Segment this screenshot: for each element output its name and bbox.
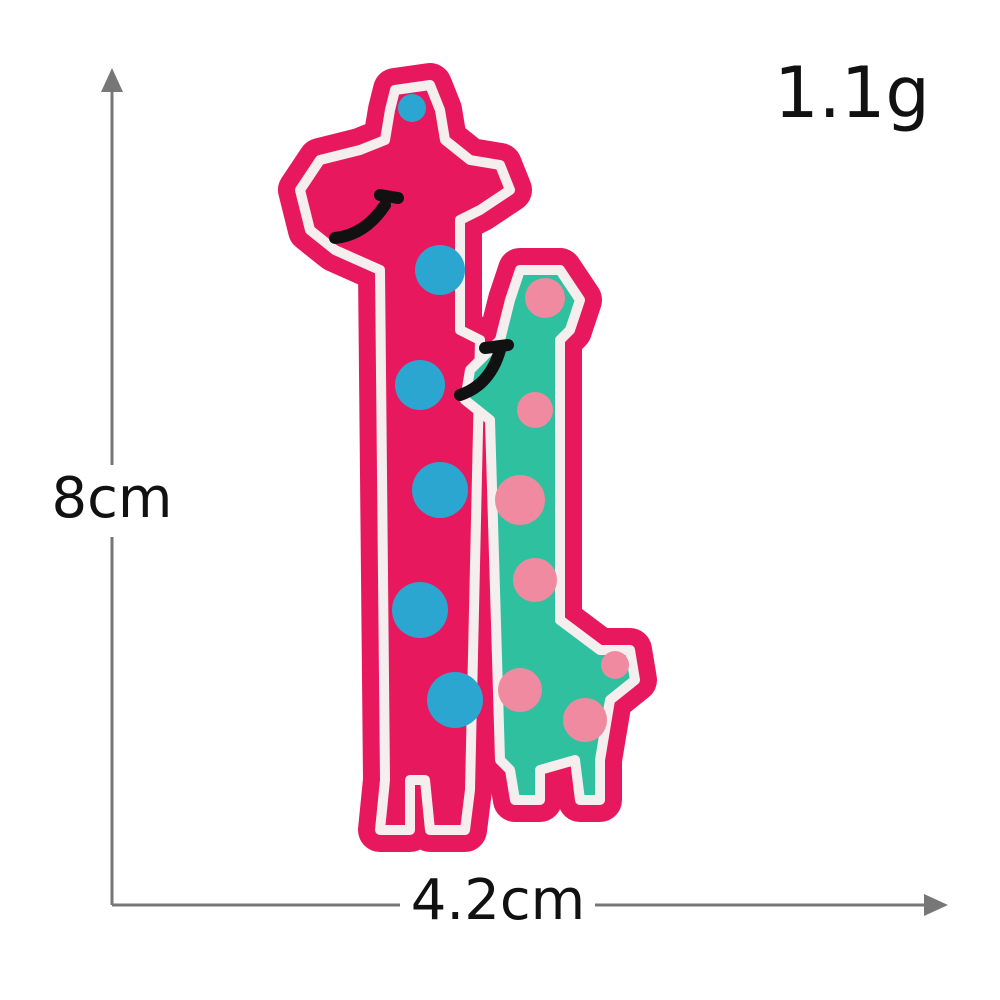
small-eye (454, 344, 506, 401)
width-label: 4.2cm (411, 868, 585, 933)
width-arrow-head (924, 894, 948, 916)
eyes (329, 189, 514, 401)
giraffe-patch (278, 63, 657, 852)
height-label: 8cm (52, 466, 173, 531)
height-label-bg (50, 465, 174, 537)
blue-spots (392, 94, 483, 728)
spot (427, 672, 483, 728)
spot (498, 668, 542, 712)
spot (395, 360, 445, 410)
pink-spots (495, 278, 629, 742)
spot (392, 582, 448, 638)
spot (517, 392, 553, 428)
width-label-bg (400, 870, 595, 942)
small-giraffe (460, 265, 640, 805)
big-eye (329, 199, 391, 244)
spot (601, 651, 629, 679)
spot (513, 558, 557, 602)
spot (563, 698, 607, 742)
spot (525, 278, 565, 318)
spot (398, 94, 426, 122)
weight-label: 1.1g (774, 52, 930, 134)
small-eye-lash (479, 339, 514, 354)
spot (415, 245, 465, 295)
spot (412, 462, 468, 518)
spot (495, 475, 545, 525)
height-arrow-head (101, 68, 123, 92)
big-eye-lash (374, 189, 404, 204)
